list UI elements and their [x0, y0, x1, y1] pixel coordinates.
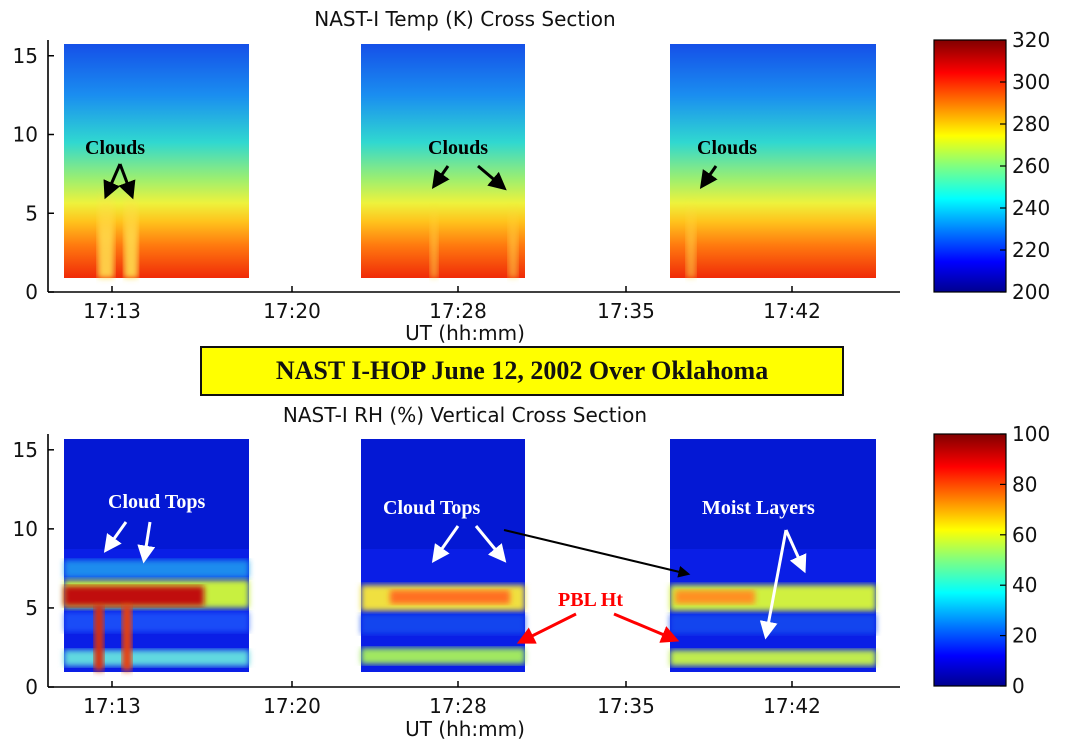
y-tick-label: 5	[25, 201, 38, 225]
colorbar-tick-label: 80	[1012, 472, 1037, 496]
colorbar-tick-label: 40	[1012, 573, 1037, 597]
colorbar-tick-label: 240	[1012, 196, 1050, 220]
x-tick-label: 17:20	[263, 694, 321, 718]
top-y-ticks: 0 5 10 15	[13, 44, 54, 304]
y-tick-label: 15	[13, 438, 38, 462]
bottom-segment	[670, 439, 876, 672]
top-x-ticks: 17:13 17:20 17:28 17:35 17:42	[83, 286, 821, 323]
y-tick-label: 0	[25, 280, 38, 304]
colorbar-tick-label: 260	[1012, 154, 1050, 178]
top-colorbar	[933, 39, 1007, 293]
top-title: NAST-I Temp (K) Cross Section	[314, 7, 615, 31]
colorbar-tick-label: 100	[1012, 422, 1050, 446]
colorbar-tick-label: 320	[1012, 28, 1050, 52]
x-tick-label: 17:28	[429, 694, 487, 718]
cloud-tops-annotation: Cloud Tops	[108, 491, 206, 513]
top-x-label: UT (hh:mm)	[405, 321, 525, 345]
x-tick-label: 17:35	[597, 694, 655, 718]
moist-layers-annotation: Moist Layers	[702, 497, 815, 519]
bottom-colorbar-ticks: 0 20 40 60 80 100	[1000, 422, 1050, 698]
top-axes	[47, 40, 900, 293]
clouds-annotation: Clouds	[428, 137, 488, 159]
colorbar-tick-label: 60	[1012, 523, 1037, 547]
x-tick-label: 17:28	[429, 299, 487, 323]
bottom-colorbar	[933, 433, 1007, 687]
colorbar-tick-label: 20	[1012, 624, 1037, 648]
y-tick-label: 5	[25, 596, 38, 620]
top-annotations: Clouds Clouds Clouds	[85, 137, 757, 200]
bottom-x-ticks: 17:13 17:20 17:28 17:35 17:42	[83, 681, 821, 718]
bottom-title: NAST-I RH (%) Vertical Cross Section	[283, 403, 647, 427]
bottom-axes	[47, 434, 900, 688]
x-tick-label: 17:35	[597, 299, 655, 323]
colorbar-tick-label: 220	[1012, 238, 1050, 262]
y-tick-label: 10	[13, 517, 38, 541]
bottom-annotations: Cloud Tops Cloud Tops Moist Layers PBL H…	[103, 491, 815, 644]
figure-banner: NAST I-HOP June 12, 2002 Over Oklahoma	[200, 346, 844, 396]
colorbar-tick-label: 300	[1012, 70, 1050, 94]
bottom-segment	[64, 439, 249, 672]
colorbar-tick-label: 200	[1012, 280, 1050, 304]
x-tick-label: 17:20	[263, 299, 321, 323]
top-segment	[670, 44, 876, 278]
top-segment	[64, 44, 249, 278]
x-tick-label: 17:13	[83, 694, 141, 718]
clouds-annotation: Clouds	[697, 137, 757, 159]
bottom-x-label: UT (hh:mm)	[405, 717, 525, 740]
x-tick-label: 17:13	[83, 299, 141, 323]
x-tick-label: 17:42	[763, 694, 821, 718]
bottom-y-ticks: 0 5 10 15	[13, 438, 54, 699]
x-tick-label: 17:42	[763, 299, 821, 323]
cloud-tops-annotation: Cloud Tops	[383, 497, 481, 519]
colorbar-tick-label: 280	[1012, 112, 1050, 136]
clouds-annotation: Clouds	[85, 137, 145, 159]
pbl-ht-annotation: PBL Ht	[558, 589, 623, 611]
y-tick-label: 10	[13, 123, 38, 147]
top-colorbar-ticks: 200 220 240 260 280 300 320	[1000, 28, 1050, 304]
colorbar-tick-label: 0	[1012, 674, 1025, 698]
top-segment	[361, 44, 525, 278]
y-tick-label: 0	[25, 675, 38, 699]
y-tick-label: 15	[13, 44, 38, 68]
